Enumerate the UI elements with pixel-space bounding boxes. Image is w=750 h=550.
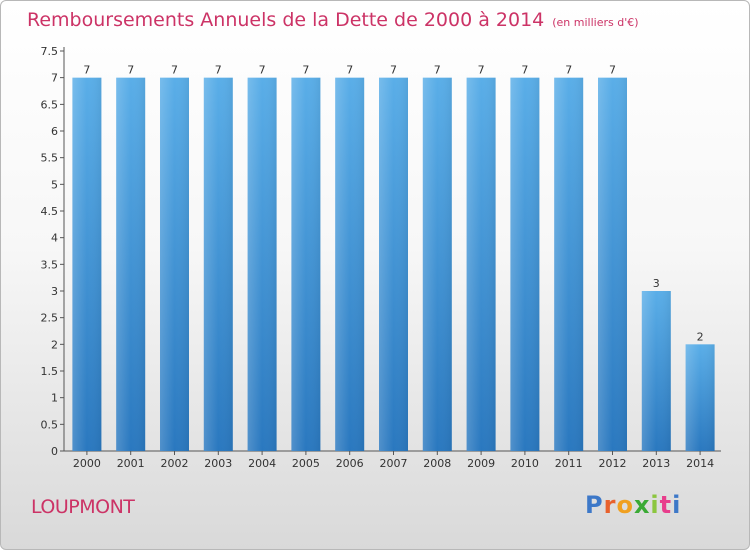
x-tick-label: 2013 (642, 457, 670, 470)
y-tick-label: 6 (51, 125, 58, 138)
x-tick-label: 2011 (555, 457, 583, 470)
x-tick-label: 2002 (161, 457, 189, 470)
x-tick-label: 2010 (511, 457, 539, 470)
logo-letter: o (616, 491, 634, 519)
y-tick-label: 2.5 (41, 312, 59, 325)
bar-shine-2002 (160, 77, 189, 452)
x-tick-label: 2003 (204, 457, 232, 470)
x-tick-label: 2007 (380, 457, 408, 470)
bar-shine-2010 (510, 77, 540, 452)
bar-shine-2000 (72, 77, 102, 452)
data-label: 7 (127, 64, 134, 77)
proxiti-logo: Proxiti (585, 491, 681, 519)
y-tick-label: 7.5 (41, 45, 59, 58)
bar-shine-2008 (422, 77, 452, 452)
y-tick-label: 5 (51, 178, 58, 191)
logo-letter: r (603, 491, 617, 519)
x-tick-label: 2004 (248, 457, 276, 470)
data-label: 7 (346, 64, 353, 77)
data-label: 7 (565, 64, 572, 77)
y-tick-label: 3.5 (41, 258, 59, 271)
x-tick-label: 2006 (336, 457, 364, 470)
data-label: 7 (478, 64, 485, 77)
y-tick-label: 0 (51, 445, 58, 458)
data-label: 7 (521, 64, 528, 77)
bar-shine-2014 (685, 344, 715, 451)
y-tick-label: 3 (51, 285, 58, 298)
y-tick-label: 5.5 (41, 152, 59, 165)
x-tick-label: 2014 (686, 457, 714, 470)
bar-shine-2009 (466, 77, 496, 452)
data-label: 7 (83, 64, 90, 77)
data-label: 7 (434, 64, 441, 77)
data-label: 2 (697, 330, 704, 343)
commune-name: LOUPMONT (31, 496, 135, 518)
data-label: 7 (171, 64, 178, 77)
bar-shine-2005 (291, 77, 321, 452)
y-tick-label: 7 (51, 72, 58, 85)
bar-shine-2001 (116, 77, 146, 452)
chart-unit: (en milliers d'€) (552, 16, 639, 29)
y-tick-label: 0.5 (41, 418, 59, 431)
logo-letter: P (585, 491, 604, 519)
x-tick-label: 2012 (599, 457, 627, 470)
bar-shine-2013 (641, 291, 671, 451)
y-tick-label: 4.5 (41, 205, 59, 218)
x-tick-label: 2008 (423, 457, 451, 470)
y-tick-label: 4 (51, 232, 58, 245)
logo-letter: i (672, 491, 682, 519)
logo-letter: i (650, 491, 660, 519)
y-tick-label: 6.5 (41, 98, 59, 111)
data-label: 7 (259, 64, 266, 77)
bar-shine-2011 (554, 77, 584, 452)
x-tick-label: 2000 (73, 457, 101, 470)
data-labels: 7 7 7 7 7 7 7 7 7 7 7 7 7 3 2 (83, 64, 703, 344)
data-label: 3 (653, 277, 660, 290)
y-tick-label: 1 (51, 392, 58, 405)
chart-title: Remboursements Annuels de la Dette de 20… (27, 9, 639, 31)
y-tick-label: 1.5 (41, 365, 59, 378)
data-label: 7 (215, 64, 222, 77)
logo-letter: t (659, 491, 673, 519)
chart-title-text: Remboursements Annuels de la Dette de 20… (27, 9, 545, 31)
x-tick-label: 2005 (292, 457, 320, 470)
bar-shine-2012 (598, 77, 627, 452)
data-label: 7 (390, 64, 397, 77)
x-tick-label: 2001 (117, 457, 145, 470)
bar-shine-2006 (335, 77, 365, 452)
y-tick-label: 2 (51, 338, 58, 351)
bar-shine-2007 (379, 77, 408, 452)
bars (72, 77, 715, 452)
x-tick-label: 2009 (467, 457, 495, 470)
bar-shine-2004 (247, 77, 277, 452)
data-label: 7 (609, 64, 616, 77)
logo-letter: x (633, 491, 651, 519)
data-label: 7 (302, 64, 309, 77)
bar-shine-2003 (203, 77, 233, 452)
